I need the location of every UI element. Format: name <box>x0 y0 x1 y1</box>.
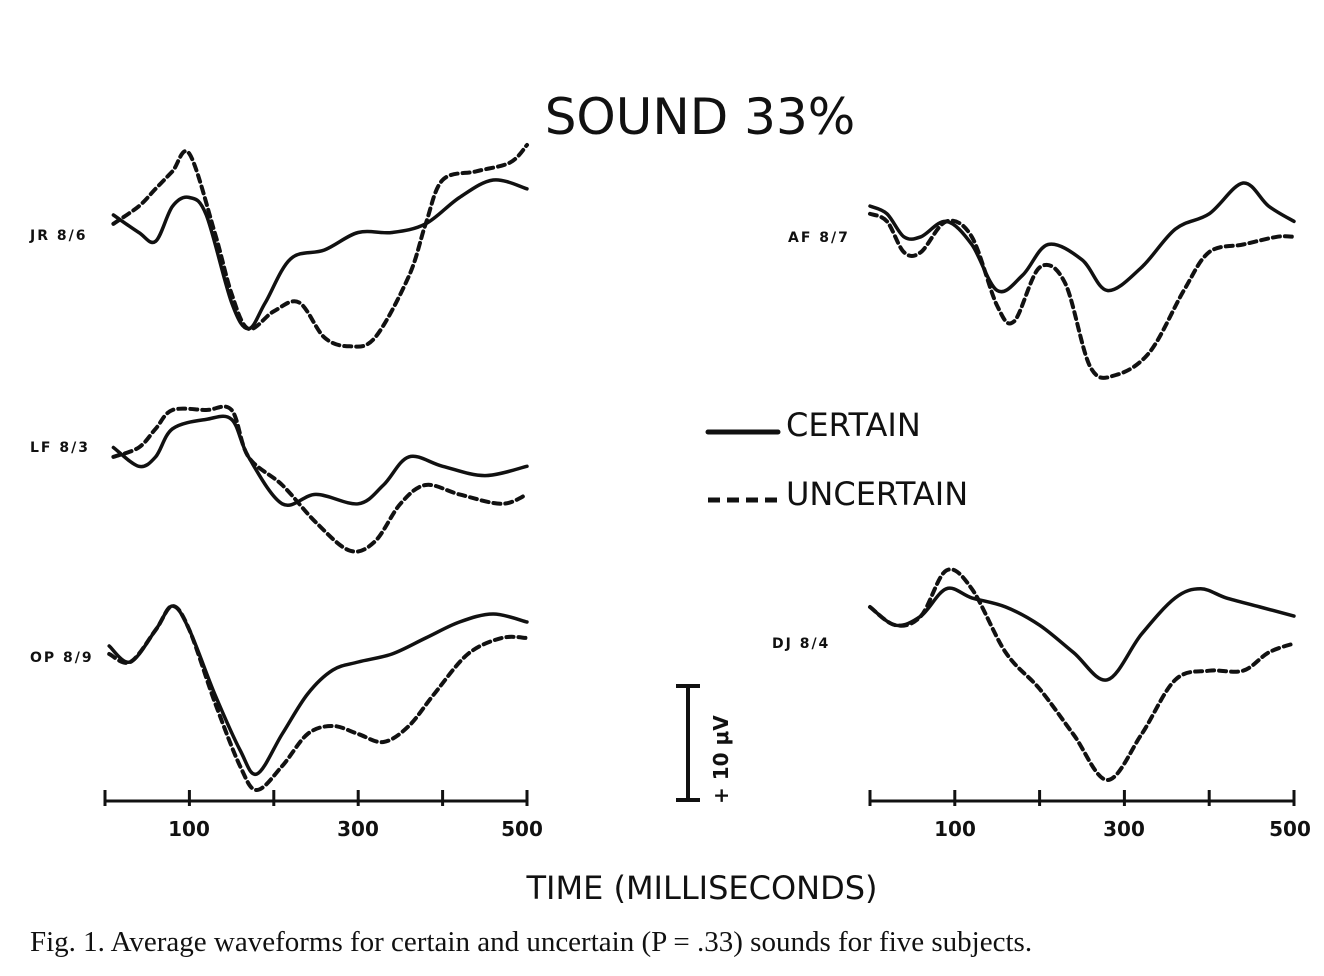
x-axis-label: TIME (MILLISECONDS) <box>525 869 877 907</box>
right-tick-label-300: 300 <box>1103 817 1145 841</box>
curve-af-certain <box>868 181 1296 294</box>
figure-caption: Fig. 1. Average waveforms for certain an… <box>30 926 1033 958</box>
legend-certain-label: CERTAIN <box>786 406 921 444</box>
curve-jr-uncertain <box>111 143 529 349</box>
chart-title: SOUND 33% <box>545 88 856 146</box>
curve-af-uncertain <box>868 211 1296 380</box>
curve-lf-certain <box>111 414 529 507</box>
panel-label-af: AF 8/7 <box>788 230 850 246</box>
curve-op-uncertain <box>107 604 529 792</box>
left-time-axis: 100 300 500 <box>103 790 543 841</box>
curve-op-certain <box>107 604 529 777</box>
curve-lf-uncertain <box>111 404 529 554</box>
curve-dj-uncertain <box>868 567 1296 782</box>
left-axis-ticks <box>103 790 529 806</box>
right-time-axis: 100 300 500 <box>868 790 1311 841</box>
panel-label-jr: JR 8/6 <box>29 228 87 244</box>
curve-dj-certain <box>868 586 1296 682</box>
left-tick-label-300: 300 <box>337 817 379 841</box>
scale-bar-label: + 10 μV <box>709 715 733 804</box>
curve-jr-certain <box>111 178 529 331</box>
legend-uncertain-label: UNCERTAIN <box>786 475 968 513</box>
panel-label-dj: DJ 8/4 <box>772 636 830 652</box>
right-axis-ticks <box>868 790 1296 806</box>
panel-label-lf: LF 8/3 <box>30 440 90 456</box>
scale-bar: + 10 μV <box>676 684 733 804</box>
right-tick-label-100: 100 <box>934 817 976 841</box>
left-tick-label-500: 500 <box>501 817 543 841</box>
legend: CERTAIN UNCERTAIN <box>705 406 968 513</box>
left-tick-label-100: 100 <box>168 817 210 841</box>
panel-label-op: OP 8/9 <box>30 650 94 666</box>
right-tick-label-500: 500 <box>1269 817 1311 841</box>
waveform-curves <box>107 143 1296 792</box>
